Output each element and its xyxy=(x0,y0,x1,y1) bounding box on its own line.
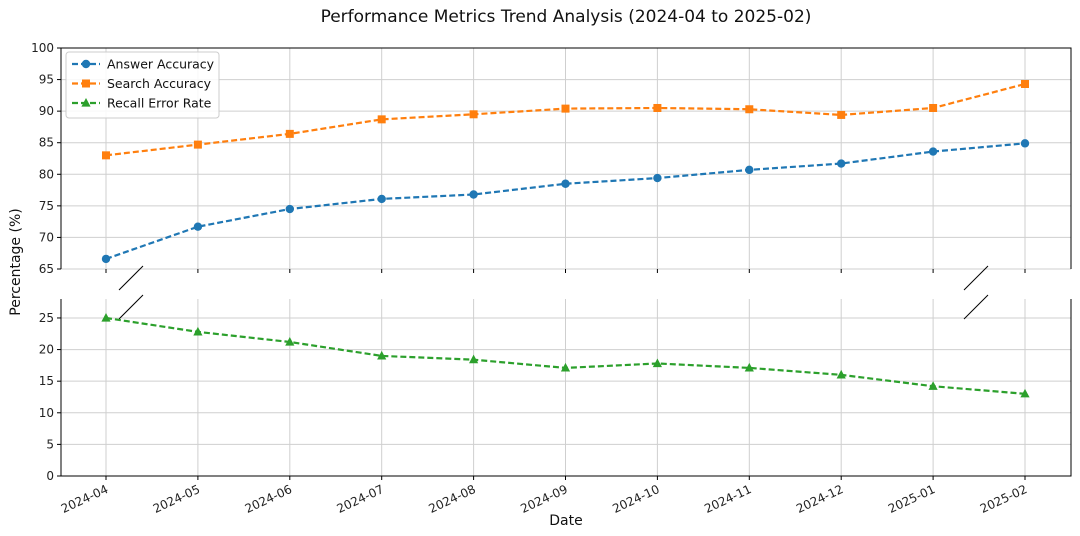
axis-break-mark xyxy=(963,265,989,291)
lower-y-tick-label: 0 xyxy=(46,469,54,483)
axis-break-mark xyxy=(118,294,144,320)
data-point xyxy=(653,103,662,112)
data-point xyxy=(837,159,846,168)
data-point xyxy=(377,115,386,124)
legend-item: Answer Accuracy xyxy=(72,57,215,72)
data-point xyxy=(561,104,570,113)
legend-item: Search Accuracy xyxy=(72,76,212,91)
data-point xyxy=(377,350,387,360)
legend-swatch-marker xyxy=(81,98,91,107)
data-point xyxy=(929,103,938,112)
data-point xyxy=(193,222,203,231)
series-group xyxy=(101,139,1030,264)
x-axis-label: Date xyxy=(549,513,582,529)
data-point xyxy=(377,194,386,204)
data-point xyxy=(561,179,570,188)
upper-y-tick-label: 75 xyxy=(39,199,54,213)
data-point xyxy=(285,204,294,214)
data-point xyxy=(744,362,754,372)
series-layer xyxy=(101,79,1030,398)
data-point xyxy=(928,147,938,156)
axis-break-mark xyxy=(118,265,144,291)
legend-box xyxy=(65,51,220,119)
lower-y-tick-label: 10 xyxy=(39,406,54,420)
upper-y-tick-label: 95 xyxy=(39,73,54,87)
x-tick-label: 2024-04 xyxy=(59,482,110,516)
chart-title: Performance Metrics Trend Analysis (2024… xyxy=(321,7,812,27)
data-point xyxy=(101,312,111,322)
legend: Answer Accuracy Search Accuracy Recall Err… xyxy=(65,51,220,119)
data-point xyxy=(745,105,754,114)
data-point xyxy=(1020,388,1030,398)
upper-panel-frame xyxy=(60,47,1072,269)
x-tick-label: 2024-12 xyxy=(794,482,845,516)
data-point xyxy=(469,110,478,119)
data-point xyxy=(837,110,846,119)
x-tick-label: 2025-02 xyxy=(978,482,1029,516)
legend-swatch-marker xyxy=(82,79,90,88)
series-line xyxy=(105,142,1026,260)
upper-y-tick-label: 90 xyxy=(39,104,54,118)
x-tick-label: 2024-06 xyxy=(243,482,294,516)
legend-label: Answer Accuracy xyxy=(107,57,215,72)
data-point xyxy=(193,326,203,336)
legend-item: Recall Error Rate xyxy=(72,96,212,111)
legend-swatch-marker xyxy=(81,59,91,69)
data-point xyxy=(745,165,754,175)
upper-y-tick-label: 100 xyxy=(31,41,54,55)
data-point xyxy=(836,369,846,379)
lower-y-tick-label: 15 xyxy=(39,374,54,388)
upper-y-tick-label: 70 xyxy=(39,230,54,244)
data-point xyxy=(928,381,938,390)
data-point xyxy=(469,354,479,364)
axis-break-mark xyxy=(963,294,989,320)
data-point xyxy=(652,358,662,368)
y-axis-label: Percentage (%) xyxy=(8,208,24,315)
x-tick-label: 2024-11 xyxy=(702,482,753,516)
lower-y-tick-label: 20 xyxy=(39,343,54,357)
data-point xyxy=(285,129,294,138)
lower-y-tick-label: 5 xyxy=(46,437,54,451)
upper-y-tick-label: 85 xyxy=(39,136,54,150)
data-point xyxy=(653,173,662,183)
x-tick-label: 2024-10 xyxy=(610,482,661,516)
data-point xyxy=(469,190,478,199)
series-group xyxy=(101,312,1030,398)
data-point xyxy=(285,336,295,346)
data-point xyxy=(193,140,202,149)
legend-label: Recall Error Rate xyxy=(107,96,212,111)
upper-y-tick-label: 80 xyxy=(39,167,54,181)
x-tick-label: 2025-01 xyxy=(886,482,937,516)
x-tick-label: 2024-09 xyxy=(518,482,569,516)
data-point xyxy=(1021,79,1029,88)
x-tick-label: 2024-05 xyxy=(151,482,202,516)
lower-y-tick-label: 25 xyxy=(39,311,54,325)
data-point xyxy=(1020,139,1030,148)
legend-label: Search Accuracy xyxy=(107,76,212,91)
data-point xyxy=(101,254,111,264)
series-group xyxy=(102,79,1029,160)
upper-y-tick-label: 65 xyxy=(39,262,54,276)
data-point xyxy=(560,362,571,372)
x-tick-label: 2024-07 xyxy=(335,482,386,516)
data-point xyxy=(102,151,110,160)
x-tick-label: 2024-08 xyxy=(427,482,478,516)
